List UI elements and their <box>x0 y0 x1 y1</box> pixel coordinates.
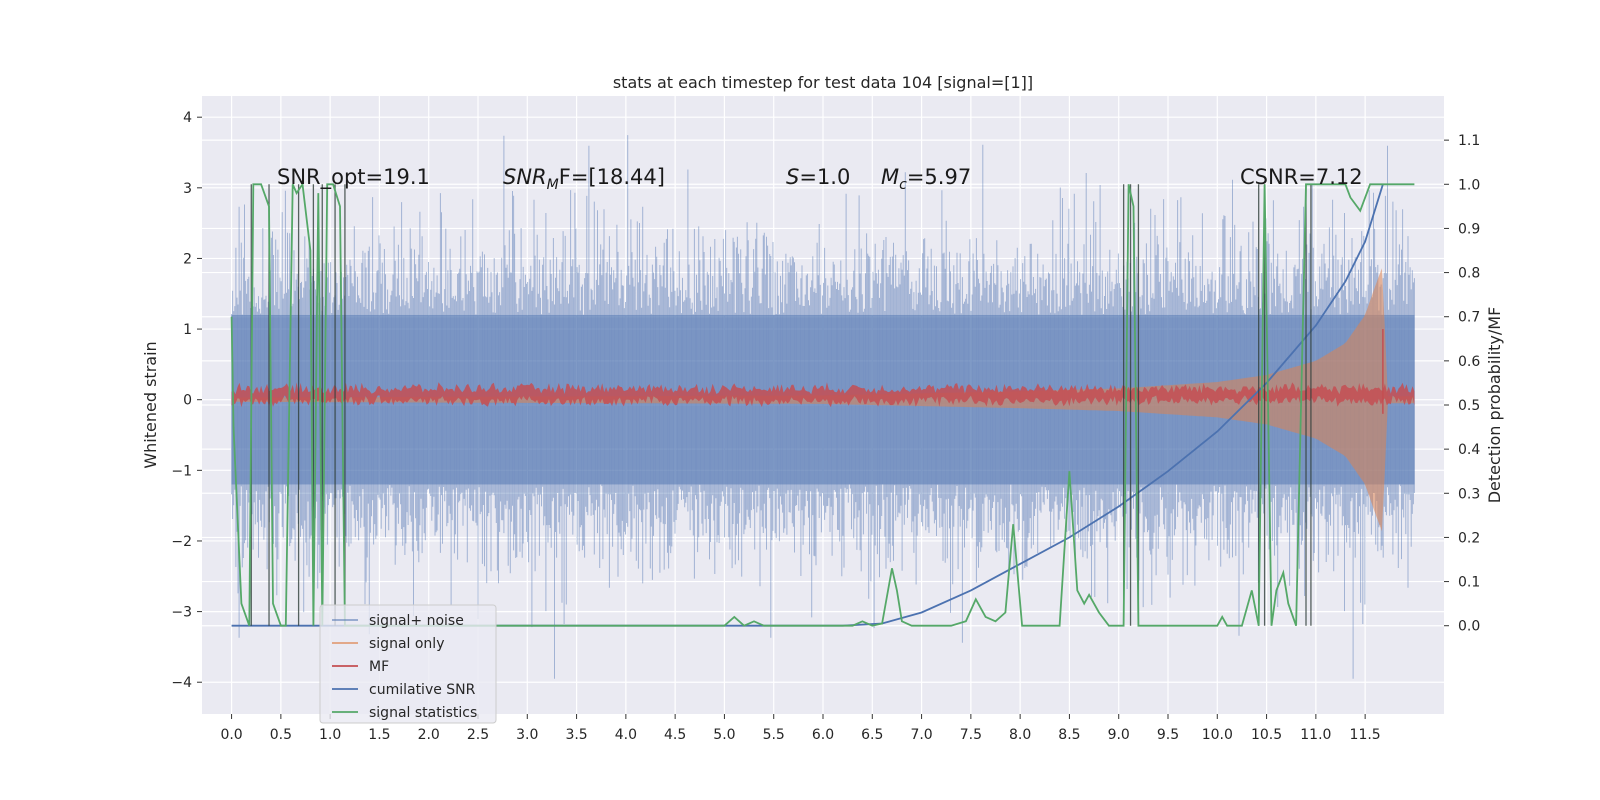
x-tick-label: 5.0 <box>713 727 735 743</box>
y-tick-label: 4 <box>183 110 192 126</box>
y2-axis-label: Detection probability/MF <box>1485 307 1504 504</box>
y-axis-label: Whitened strain <box>141 341 160 468</box>
signal-envelope <box>231 268 1415 532</box>
x-tick-label: 2.0 <box>418 727 440 743</box>
x-tick-label: 0.5 <box>270 727 292 743</box>
y-tick-label: 3 <box>183 181 192 197</box>
x-tick-label: 7.0 <box>910 727 932 743</box>
legend-label: signal+ noise <box>369 613 464 629</box>
x-tick-label: 3.5 <box>565 727 587 743</box>
y-tick-label: −1 <box>171 463 192 479</box>
series-mf <box>231 329 1415 414</box>
x-tick-label: 11.0 <box>1300 727 1331 743</box>
x-tick-label: 11.5 <box>1350 727 1381 743</box>
series-signal-only <box>231 268 1415 532</box>
annotation-snr-mf: SNRMF=[18.44] <box>503 165 665 193</box>
x-tick-labels: 0.0 0.5 1.0 1.5 2.0 2.5 3.0 3.5 4.0 4.5 5.0 5.5 6.0 6… <box>220 714 1381 743</box>
signal-statistics-line <box>230 181 1415 627</box>
y2-tick-label: 1.1 <box>1458 133 1480 149</box>
series-signal-statistics <box>230 181 1415 627</box>
x-tick-label: 6.0 <box>812 727 834 743</box>
x-tick-label: 9.5 <box>1157 727 1179 743</box>
chart-title: stats at each timestep for test data 104… <box>613 73 1033 92</box>
x-tick-label: 4.5 <box>664 727 686 743</box>
mc-sub: c <box>899 177 907 193</box>
y-tick-label: −4 <box>171 675 192 691</box>
y-tick-labels: 4 3 2 1 0 −1 −2 −3 −4 <box>171 110 202 691</box>
x-tick-label: 2.5 <box>467 727 489 743</box>
mf-band <box>231 382 1415 408</box>
y-tick-label: −2 <box>171 534 192 550</box>
annotation-snr-opt: SNR_opt=19.1 <box>277 165 430 190</box>
s-rest: =1.0 <box>799 165 850 189</box>
y2-tick-label: 1.0 <box>1458 177 1480 193</box>
y2-tick-label: 0.6 <box>1458 354 1480 370</box>
y2-tick-labels: 1.1 1.0 0.9 0.8 0.7 0.6 0.5 0.4 0.3 0.2 0.1 0.0 <box>1444 133 1480 635</box>
legend-label: signal only <box>369 636 444 652</box>
s-var: S <box>786 165 799 189</box>
y2-tick-label: 0.0 <box>1458 619 1480 635</box>
legend-label: signal statistics <box>369 705 477 721</box>
y-tick-label: 1 <box>183 322 192 338</box>
x-tick-label: 9.0 <box>1108 727 1130 743</box>
x-tick-label: 8.0 <box>1009 727 1031 743</box>
x-tick-label: 6.5 <box>861 727 883 743</box>
y2-tick-label: 0.5 <box>1458 398 1480 414</box>
y-tick-label: 0 <box>183 393 192 409</box>
annotation-s: S=1.0 <box>786 165 850 189</box>
y2-tick-label: 0.2 <box>1458 530 1480 546</box>
snr-mf-base: SNR <box>503 165 547 189</box>
y2-tick-label: 0.4 <box>1458 442 1480 458</box>
x-tick-label: 10.5 <box>1251 727 1282 743</box>
legend-box <box>319 604 497 724</box>
x-tick-label: 3.0 <box>516 727 538 743</box>
legend-label: MF <box>369 659 389 675</box>
snr-mf-rest: F=[18.44] <box>559 165 665 189</box>
y2-tick-label: 0.9 <box>1458 221 1480 237</box>
annotations: SNR_opt=19.1 SNRMF=[18.44] S=1.0 Mc=5.97… <box>277 165 1363 193</box>
mc-rest: =5.97 <box>907 165 971 189</box>
x-tick-label: 10.0 <box>1202 727 1233 743</box>
mc-var: M <box>881 165 899 189</box>
y2-tick-label: 0.7 <box>1458 310 1480 326</box>
annotation-mc: Mc=5.97 <box>881 165 971 193</box>
annotation-csnr: CSNR=7.12 <box>1240 165 1363 189</box>
x-tick-label: 8.5 <box>1058 727 1080 743</box>
x-tick-label: 0.0 <box>220 727 242 743</box>
y-tick-label: −3 <box>171 605 192 621</box>
x-tick-label: 4.0 <box>615 727 637 743</box>
y-tick-label: 2 <box>183 251 192 267</box>
x-tick-label: 1.5 <box>368 727 390 743</box>
y2-tick-label: 0.8 <box>1458 266 1480 282</box>
x-tick-label: 5.5 <box>763 727 785 743</box>
cumulative-snr-line <box>231 184 1384 627</box>
snr-mf-sub: M <box>547 177 559 193</box>
x-tick-label: 7.5 <box>960 727 982 743</box>
y2-tick-label: 0.3 <box>1458 486 1480 502</box>
series-cumulative-snr <box>231 184 1384 627</box>
y2-tick-label: 0.1 <box>1458 575 1480 591</box>
legend-label: cumilative SNR <box>369 682 476 698</box>
x-tick-label: 1.0 <box>319 727 341 743</box>
legend: signal+ noise signal only MF cumilative SNR… <box>319 604 497 724</box>
